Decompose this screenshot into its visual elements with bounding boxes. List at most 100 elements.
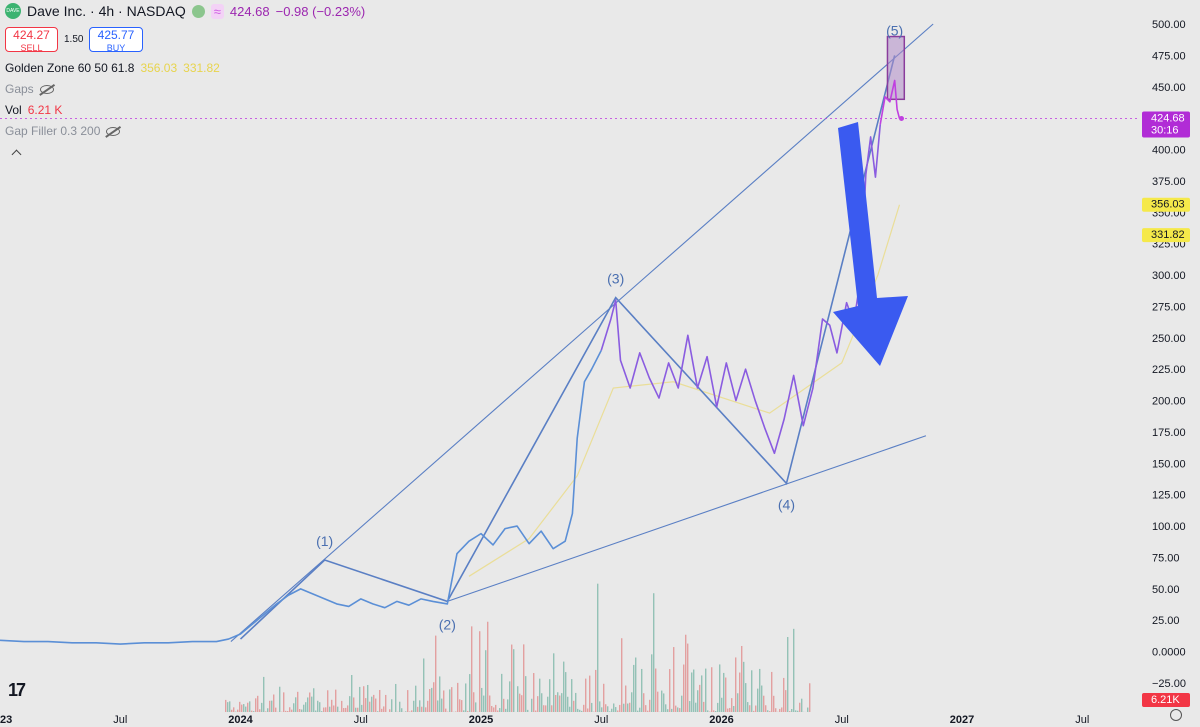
volume-bar [301, 709, 303, 712]
volume-bar [365, 698, 367, 712]
volume-bar [591, 702, 593, 712]
eye-hidden-icon[interactable] [39, 84, 54, 94]
volume-bar [379, 689, 381, 712]
volume-bar [415, 685, 417, 712]
volume-bar [741, 645, 743, 712]
volume-bar [295, 697, 297, 712]
volume-bar [599, 701, 601, 712]
volume-bar [561, 693, 563, 712]
sell-button[interactable]: 424.27 SELL [5, 27, 58, 53]
golden-zone-tag-1-text: 356.03 [1151, 199, 1185, 211]
volume-bar [455, 711, 457, 712]
eye-hidden-icon[interactable] [106, 126, 121, 136]
volume-bar [343, 708, 345, 712]
volume-bar [483, 695, 485, 712]
volume-bar [299, 709, 301, 712]
volume-bar [391, 699, 393, 712]
volume-bar [677, 707, 679, 712]
volume-bar [381, 708, 383, 712]
indicator-gap-filler[interactable]: Gap Filler 0.3 200 [5, 124, 121, 138]
volume-bar [595, 669, 597, 712]
volume-bar [645, 705, 647, 712]
volume-bar [411, 710, 413, 712]
indicator-vol[interactable]: Vol 6.21 K [5, 103, 62, 117]
volume-bar [253, 711, 255, 712]
golden-zone-path [468, 204, 901, 577]
volume-bar [621, 638, 623, 712]
x-axis[interactable]: 2023 Jul 2024 Jul 2025 Jul 2026 Jul 2027 Jul [0, 712, 1200, 727]
volume-bar [635, 657, 637, 712]
volume-bar [349, 696, 351, 712]
volume-bar [747, 702, 749, 712]
volume-bar [769, 711, 771, 712]
volume-bar [261, 702, 263, 712]
volume-bar [371, 696, 373, 712]
volume-bar [247, 702, 249, 712]
volume-bar [501, 673, 503, 712]
volume-bar [753, 710, 755, 712]
volume-bar [759, 668, 761, 712]
buy-price: 425.77 [97, 28, 135, 42]
volume-bar [579, 709, 581, 712]
volume-bar [755, 705, 757, 712]
volume-bar [373, 694, 375, 712]
volume-bar [771, 671, 773, 712]
volume-bar [429, 689, 431, 712]
indicator-name: Golden Zone 60 50 61.8 [5, 61, 135, 75]
y-tick-label: 225.00 [1152, 364, 1186, 376]
volume-bar [763, 695, 765, 712]
volume-bar [479, 631, 481, 712]
volume-bar [535, 710, 537, 712]
volume-bar [279, 686, 281, 712]
volume-bar [423, 658, 425, 712]
wave-channel-lines [230, 23, 934, 642]
indicator-gaps[interactable]: Gaps [5, 82, 54, 96]
indicator-golden-zone[interactable]: Golden Zone 60 50 61.8 356.03 331.82 [5, 61, 220, 75]
y-tick-label: −25.00 [1152, 678, 1186, 690]
volume-bar [795, 710, 797, 712]
volume-bar [389, 709, 391, 712]
volume-bar [713, 710, 715, 712]
volume-bar [269, 700, 271, 712]
tradingview-logo-icon[interactable]: 17 [8, 680, 26, 700]
volume-bar [773, 695, 775, 712]
volume-bar [785, 690, 787, 712]
volume-bar [495, 704, 497, 712]
buy-button[interactable]: 425.77 BUY [89, 27, 143, 53]
volume-bar [587, 708, 589, 712]
volume-bar [325, 707, 327, 712]
volume-bar [425, 707, 427, 712]
compare-icon[interactable]: ≈ [210, 3, 224, 19]
volume-bar [717, 702, 719, 712]
volume-bar [505, 708, 507, 712]
volume-bar [631, 692, 633, 712]
symbol-title[interactable]: Dave Inc. · 4h · NASDAQ [27, 3, 186, 19]
volume-bars [225, 583, 811, 712]
volume-bar [723, 672, 725, 712]
volume-bar [545, 705, 547, 712]
volume-bar [457, 682, 459, 712]
indicator-value: 356.03 [140, 61, 178, 75]
volume-bar [311, 696, 313, 712]
y-tick-label: 300.00 [1152, 270, 1186, 282]
volume-bar [627, 703, 629, 712]
volume-bar [333, 705, 335, 712]
volume-bar [663, 693, 665, 712]
volume-bar [243, 704, 245, 712]
collapse-legend-icon[interactable] [12, 148, 22, 158]
volume-bar [471, 626, 473, 712]
volume-bar [407, 690, 409, 712]
volume-bar [231, 709, 233, 712]
elliott-wave-path [239, 55, 896, 640]
volume-bar [617, 710, 619, 712]
price-line-latest [879, 79, 901, 125]
header-last-price: 424.68 [229, 3, 270, 19]
gear-icon[interactable] [1170, 709, 1182, 721]
volume-bar [679, 708, 681, 712]
volume-bar [385, 694, 387, 712]
volume-bar [583, 704, 585, 712]
volume-bar [367, 684, 369, 712]
volume-bar [525, 676, 527, 712]
volume-bar [245, 706, 247, 712]
